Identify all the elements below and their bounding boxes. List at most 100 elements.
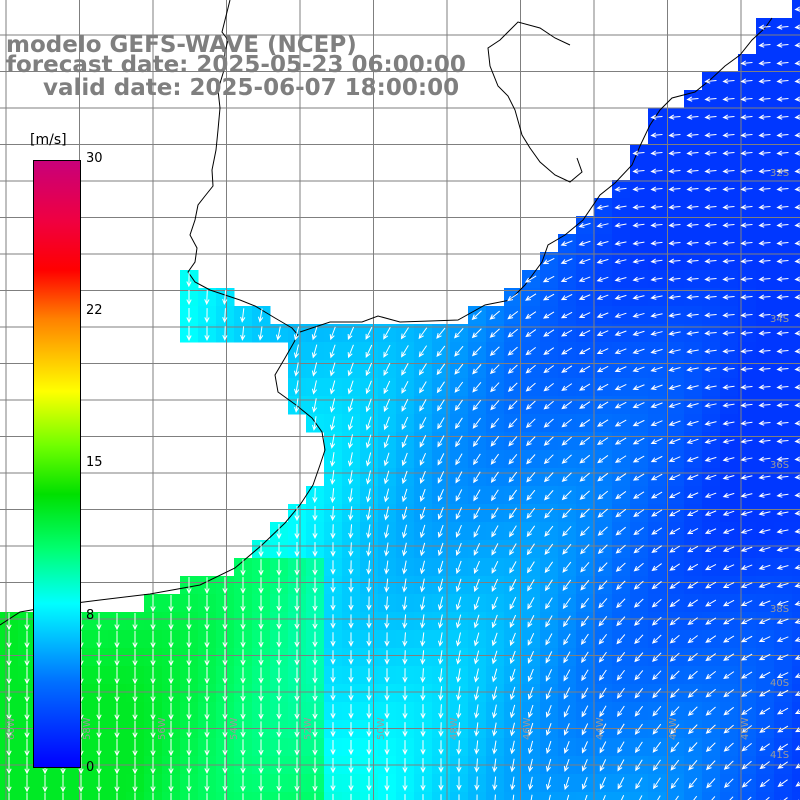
wind-arrow: [240, 559, 246, 576]
wind-arrow: [740, 384, 753, 390]
wind-arrow: [150, 774, 156, 793]
wind-arrow: [758, 384, 771, 390]
wind-arrow: [687, 706, 698, 717]
wind-arrow: [419, 542, 426, 557]
wind-arrow: [668, 204, 681, 210]
wind-arrow: [650, 258, 663, 264]
wind-arrow: [620, 795, 625, 800]
wind-arrow: [794, 42, 800, 48]
wind-arrow: [686, 330, 699, 336]
wind-arrow: [438, 704, 444, 719]
wind-arrow: [168, 738, 174, 757]
wind-arrow: [740, 168, 753, 174]
wind-arrow: [759, 725, 771, 733]
wind-arrow: [581, 759, 588, 772]
wind-arrow: [579, 526, 590, 537]
wind-arrow: [686, 366, 699, 372]
wind-arrow: [722, 276, 735, 282]
wind-arrow: [795, 745, 800, 751]
wind-arrow: [507, 310, 519, 320]
wind-arrow: [579, 401, 591, 409]
wind-arrow: [599, 705, 607, 718]
wind-arrow: [186, 757, 192, 775]
wind-arrow: [294, 685, 300, 702]
wind-arrow: [473, 542, 481, 556]
wind-arrow: [722, 402, 735, 408]
wind-arrow: [758, 240, 771, 246]
wind-arrow: [419, 470, 426, 484]
wind-arrow: [614, 276, 627, 282]
wind-arrow: [543, 329, 555, 337]
wind-arrow: [740, 312, 753, 318]
wind-arrow: [474, 758, 480, 773]
wind-arrow: [204, 667, 210, 685]
wind-arrow: [312, 542, 318, 558]
wind-arrow: [616, 634, 626, 645]
wind-arrow: [527, 704, 534, 719]
wind-arrow: [740, 348, 753, 354]
wind-arrow: [132, 612, 138, 631]
wind-arrow: [222, 757, 228, 774]
wind-arrow: [651, 581, 662, 590]
wind-arrow: [509, 650, 516, 665]
wind-arrow: [455, 489, 463, 502]
wind-arrow: [776, 438, 789, 444]
wind-arrow: [330, 578, 336, 593]
wind-arrow: [332, 793, 334, 800]
wind-arrow: [599, 687, 607, 700]
wind-arrow: [614, 294, 627, 300]
wind-arrow: [402, 632, 408, 647]
wind-arrow: [509, 596, 517, 610]
wind-arrow: [758, 402, 771, 408]
wind-arrow: [740, 132, 753, 138]
wind-arrow: [473, 686, 480, 701]
wind-arrow: [722, 599, 735, 607]
wind-arrow: [580, 615, 589, 627]
wind-arrow: [240, 326, 246, 341]
wind-arrow: [581, 687, 589, 700]
lat-label: 41S: [770, 750, 790, 761]
wind-arrow: [24, 684, 30, 703]
wind-arrow: [687, 670, 698, 680]
wind-arrow: [258, 685, 264, 702]
wind-arrow: [530, 794, 533, 800]
lon-label: 50W: [376, 717, 387, 740]
wind-arrow: [114, 684, 120, 703]
wind-arrow: [686, 402, 699, 408]
wind-arrow: [293, 344, 300, 359]
wind-arrow: [615, 508, 627, 518]
wind-arrow: [776, 24, 789, 30]
wind-arrow: [584, 794, 588, 800]
wind-arrow: [6, 630, 12, 649]
wind-arrow: [420, 722, 426, 738]
wind-arrow: [542, 293, 555, 301]
wind-arrow: [525, 347, 536, 356]
wind-arrow: [686, 222, 699, 228]
wind-arrow: [116, 792, 118, 800]
wind-arrow: [132, 738, 138, 757]
wind-arrow: [741, 778, 752, 788]
wind-arrow: [740, 402, 753, 408]
wind-arrow: [650, 240, 663, 246]
wind-arrow: [632, 276, 645, 282]
wind-arrow: [366, 542, 372, 557]
wind-arrow: [651, 563, 662, 572]
wind-arrow: [758, 600, 771, 606]
wind-arrow: [758, 689, 771, 697]
wind-arrow: [420, 758, 426, 774]
wind-arrow: [150, 720, 156, 739]
wind-arrow: [348, 542, 354, 557]
wind-arrow: [651, 616, 662, 626]
wind-arrow: [6, 684, 12, 703]
wind-arrow: [794, 312, 800, 318]
wind-arrow: [150, 648, 156, 667]
wind-arrow: [776, 402, 789, 408]
wind-arrow: [474, 704, 480, 719]
wind-arrow: [204, 326, 210, 342]
wind-arrow: [222, 775, 228, 792]
wind-arrow: [366, 757, 372, 774]
wind-arrow: [758, 474, 771, 480]
wind-arrow: [294, 595, 300, 612]
wind-arrow: [365, 434, 372, 449]
wind-arrow: [6, 702, 12, 721]
